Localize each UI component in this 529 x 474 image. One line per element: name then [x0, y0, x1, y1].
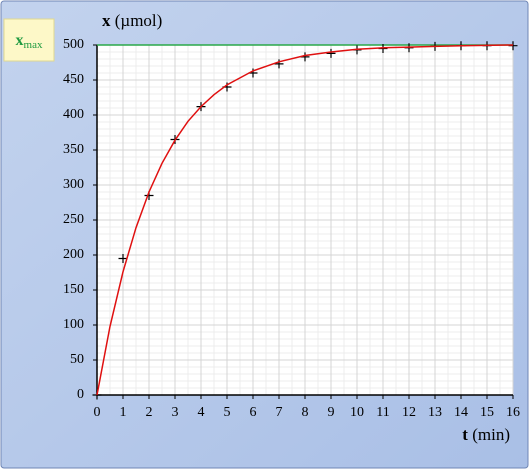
x-tick-label: 6	[250, 405, 257, 420]
x-tick-label: 14	[454, 405, 468, 420]
x-tick-label: 5	[224, 405, 231, 420]
x-tick-label: 9	[328, 405, 335, 420]
y-tick-label: 400	[63, 107, 84, 122]
y-tick-label: 250	[63, 212, 84, 227]
y-tick-label: 450	[63, 72, 84, 87]
fit-curve	[96, 44, 514, 396]
y-tick-label: 300	[63, 177, 84, 192]
y-tick-label: 500	[63, 37, 84, 52]
y-tick-label: 350	[63, 142, 84, 157]
x-tick-label: 8	[302, 405, 309, 420]
y-tick-label: 100	[63, 317, 84, 332]
x-tick-label: 11	[376, 405, 389, 420]
y-tick-label: 0	[77, 387, 84, 402]
x-tick-label: 7	[276, 405, 283, 420]
reference-subscript: max	[24, 39, 43, 51]
x-tick-label: 13	[428, 405, 442, 420]
reference-label: xmax	[16, 32, 43, 51]
x-axis-label: t (min)	[462, 425, 510, 444]
data-point	[118, 254, 128, 263]
y-axis-label: x (µmol)	[102, 11, 162, 30]
data-point	[274, 59, 284, 69]
y-tick-label: 200	[63, 247, 84, 262]
legend-box	[3, 18, 55, 62]
x-tick-label: 0	[94, 405, 101, 420]
x-tick-label: 16	[506, 405, 520, 420]
y-axis-symbol: x	[102, 11, 111, 30]
x-axis-symbol: t	[462, 425, 468, 444]
x-tick-label: 10	[350, 405, 364, 420]
y-tick-label: 150	[63, 282, 84, 297]
x-axis-unit: (min)	[472, 425, 510, 444]
y-tick-label: 50	[70, 352, 84, 367]
y-axis-unit: (µmol)	[115, 11, 163, 30]
data-point	[326, 48, 336, 58]
x-tick-label: 2	[146, 405, 153, 420]
x-tick-label: 1	[120, 405, 127, 420]
x-tick-label: 4	[198, 405, 205, 420]
x-tick-label: 3	[172, 405, 179, 420]
x-tick-label: 12	[402, 405, 416, 420]
reference-symbol: x	[16, 32, 24, 49]
x-tick-label: 15	[480, 405, 494, 420]
